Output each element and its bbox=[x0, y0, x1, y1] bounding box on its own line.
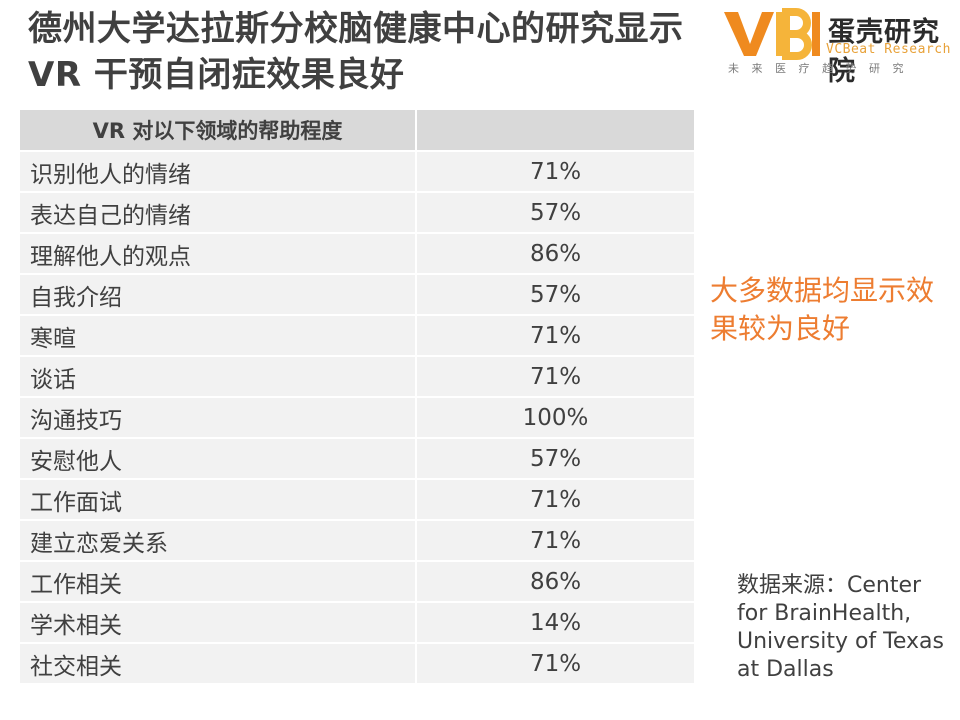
row-area: 理解他人的观点 bbox=[20, 234, 417, 275]
row-value: 86% bbox=[417, 562, 694, 603]
row-area: 工作相关 bbox=[20, 562, 417, 603]
row-area: 学术相关 bbox=[20, 603, 417, 644]
row-value: 71% bbox=[417, 316, 694, 357]
row-area: 识别他人的情绪 bbox=[20, 152, 417, 193]
row-area: 寒暄 bbox=[20, 316, 417, 357]
table-row: 表达自己的情绪 57% bbox=[20, 193, 694, 234]
table-row: 谈话 71% bbox=[20, 357, 694, 398]
row-value: 14% bbox=[417, 603, 694, 644]
table-row: 建立恋爱关系 71% bbox=[20, 521, 694, 562]
row-value: 57% bbox=[417, 275, 694, 316]
row-value: 100% bbox=[417, 398, 694, 439]
row-area: 表达自己的情绪 bbox=[20, 193, 417, 234]
table-row: 理解他人的观点 86% bbox=[20, 234, 694, 275]
vbr-logo-mark-icon bbox=[724, 8, 820, 60]
vr-effect-table: VR 对以下领域的帮助程度 识别他人的情绪 71% 表达自己的情绪 57% 理解… bbox=[20, 110, 694, 685]
row-value: 71% bbox=[417, 357, 694, 398]
row-value: 86% bbox=[417, 234, 694, 275]
page-title: 德州大学达拉斯分校脑健康中心的研究显示VR 干预自闭症效果良好 bbox=[28, 9, 684, 95]
table-row: 社交相关 71% bbox=[20, 644, 694, 685]
table-row: 工作相关 86% bbox=[20, 562, 694, 603]
row-value: 71% bbox=[417, 152, 694, 193]
row-value: 71% bbox=[417, 521, 694, 562]
table-row: 自我介绍 57% bbox=[20, 275, 694, 316]
row-area: 建立恋爱关系 bbox=[20, 521, 417, 562]
table-row: 学术相关 14% bbox=[20, 603, 694, 644]
table-row: 识别他人的情绪 71% bbox=[20, 152, 694, 193]
header-value bbox=[417, 110, 694, 152]
row-value: 57% bbox=[417, 439, 694, 480]
row-area: 社交相关 bbox=[20, 644, 417, 685]
row-value: 71% bbox=[417, 644, 694, 685]
table-row: 寒暄 71% bbox=[20, 316, 694, 357]
table-header-row: VR 对以下领域的帮助程度 bbox=[20, 110, 694, 152]
table-row: 沟通技巧 100% bbox=[20, 398, 694, 439]
table-row: 工作面试 71% bbox=[20, 480, 694, 521]
row-area: 谈话 bbox=[20, 357, 417, 398]
row-value: 71% bbox=[417, 480, 694, 521]
summary-callout: 大多数据均显示效果较为良好 bbox=[710, 274, 935, 345]
row-area: 工作面试 bbox=[20, 480, 417, 521]
row-area: 自我介绍 bbox=[20, 275, 417, 316]
header-area: VR 对以下领域的帮助程度 bbox=[20, 110, 417, 152]
table-row: 安慰他人 57% bbox=[20, 439, 694, 480]
data-source-note: 数据来源：Center for BrainHealth, University … bbox=[737, 573, 944, 682]
logo-tagline: 未来医疗趋势研究 bbox=[728, 62, 916, 75]
vcbeat-logo: 蛋壳研究院 VCBeat Research 未来医疗趋势研究 bbox=[722, 8, 958, 87]
logo-chinese-name: 蛋壳研究院 bbox=[828, 17, 940, 87]
row-area: 安慰他人 bbox=[20, 439, 417, 480]
logo-english-name: VCBeat Research bbox=[826, 42, 951, 57]
row-area: 沟通技巧 bbox=[20, 398, 417, 439]
row-value: 57% bbox=[417, 193, 694, 234]
